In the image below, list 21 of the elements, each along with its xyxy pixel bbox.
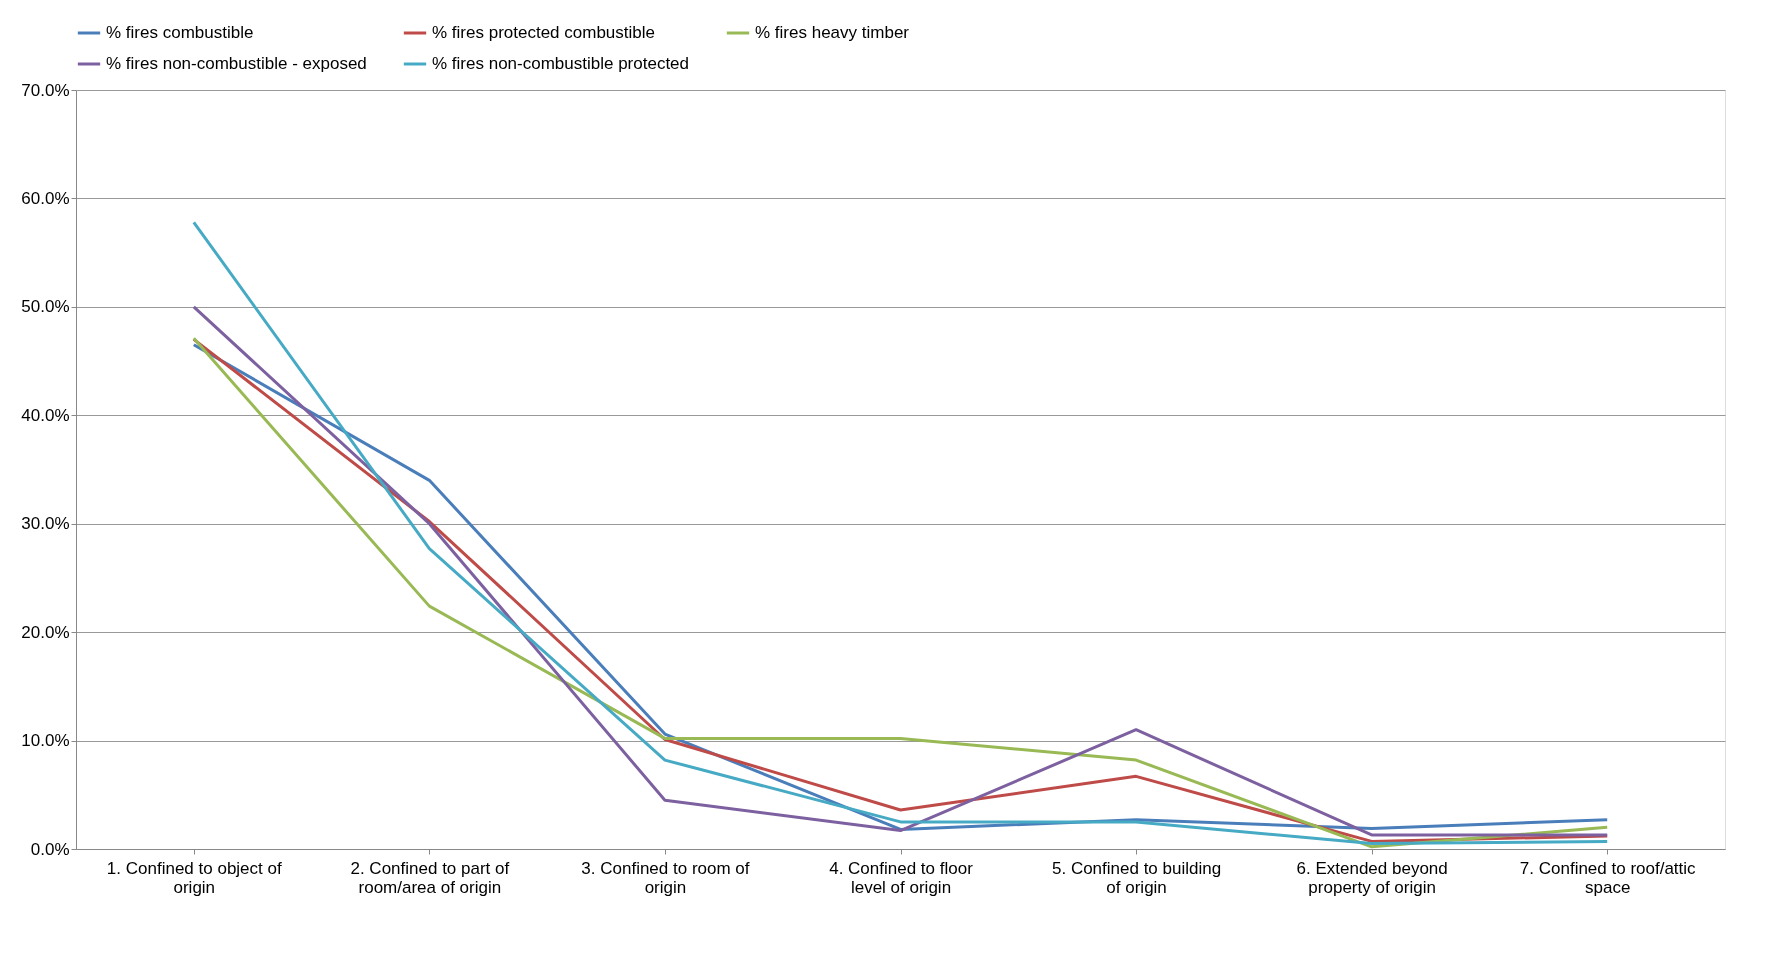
x-tick-label: 1. Confined to object of origin — [106, 858, 282, 897]
x-tick-label: 3. Confined to room of origin — [581, 858, 750, 897]
y-tick-label: 60.0% — [21, 188, 70, 208]
legend-label: % fires heavy timber — [755, 23, 910, 42]
y-tick-label: 70.0% — [21, 80, 70, 100]
x-tick-label: 2. Confined to part of room/area of origin — [350, 858, 510, 897]
x-tick-label: 6. Extended beyond property of origin — [1296, 858, 1448, 897]
y-tick-label: 40.0% — [21, 405, 70, 425]
legend-label: % fires protected combustible — [432, 23, 655, 42]
x-tick-label: 5. Confined to building of origin — [1051, 858, 1222, 897]
y-tick-label: 0.0% — [30, 839, 70, 859]
legend-label: % fires non-combustible protected — [432, 54, 690, 73]
x-tick-label: 7. Confined to roof/attic space — [1519, 858, 1697, 897]
y-tick-label: 10.0% — [21, 731, 70, 751]
legend-label: % fires combustible — [106, 23, 254, 42]
line-series — [192, 220, 1609, 846]
x-tick-label: 4. Confined to floor level of origin — [829, 858, 974, 897]
y-tick-label: 20.0% — [21, 622, 70, 642]
y-tick-label: 50.0% — [21, 297, 70, 317]
y-tick-label: 30.0% — [21, 514, 70, 534]
legend-label: % fires non-combustible - exposed — [106, 54, 367, 73]
